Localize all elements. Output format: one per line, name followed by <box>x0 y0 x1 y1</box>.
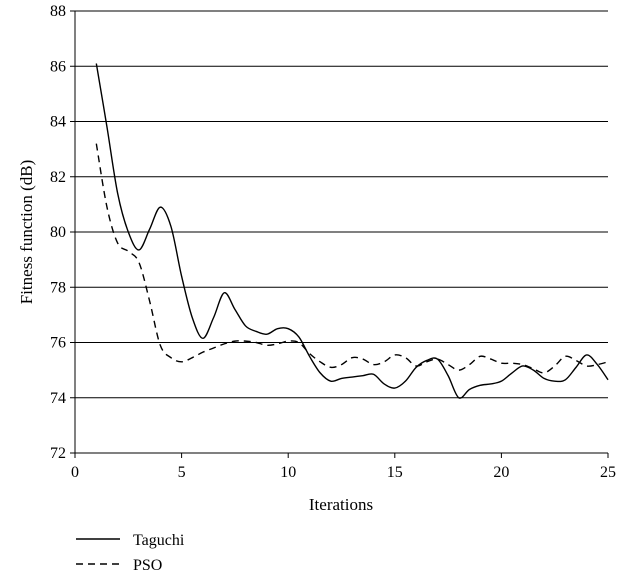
y-axis-title: Fitness function (dB) <box>17 160 36 305</box>
x-tick-label: 5 <box>178 464 186 481</box>
legend: Taguchi PSO <box>76 532 185 574</box>
x-tick-label: 15 <box>387 464 403 481</box>
y-tick-label: 76 <box>50 335 66 352</box>
y-tick-label: 86 <box>50 58 66 75</box>
y-tick-label: 74 <box>50 390 66 407</box>
y-tick-label: 82 <box>50 169 66 186</box>
x-tick-label: 20 <box>493 464 509 481</box>
axes <box>70 10 609 458</box>
x-tick-label: 0 <box>71 464 79 481</box>
y-tick-label: 78 <box>50 279 66 296</box>
tick-labels: 72 74 76 78 80 82 84 86 88 0 5 10 15 20 25 <box>50 3 616 481</box>
y-tick-label: 72 <box>50 445 66 462</box>
series-lines <box>95 63 609 399</box>
legend-label-taguchi: Taguchi <box>133 532 185 549</box>
x-axis-title: Iterations <box>309 495 373 514</box>
y-tick-label: 84 <box>50 114 66 131</box>
x-tick-label: 25 <box>600 464 616 481</box>
x-tick-label: 10 <box>280 464 296 481</box>
y-tick-label: 80 <box>50 224 66 241</box>
series-line-pso <box>95 143 609 374</box>
grid-lines <box>75 10 608 454</box>
y-tick-label: 88 <box>50 3 66 20</box>
legend-label-pso: PSO <box>133 557 162 574</box>
series-line-taguchi <box>95 63 609 399</box>
